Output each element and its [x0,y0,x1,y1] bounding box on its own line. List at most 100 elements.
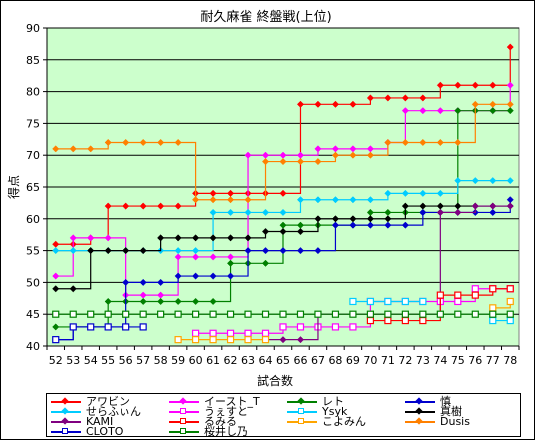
data-point [104,247,112,255]
data-point [489,177,497,185]
data-point [454,291,462,299]
data-point [52,272,60,280]
data-point [419,202,427,210]
data-point [122,278,130,286]
y-tick-label: 85 [26,54,40,67]
data-point [366,221,374,229]
data-point [69,234,77,242]
data-point [122,247,130,255]
data-point [436,189,444,197]
data-point [489,285,497,293]
data-point [454,81,462,89]
legend-label: KAMI [86,415,114,428]
data-point [244,310,252,318]
data-point [174,336,182,344]
data-point [314,158,322,166]
data-point [104,138,112,147]
legend-item: アワビン [51,396,163,408]
series-layer [52,43,514,344]
legend-marker [298,418,304,424]
data-point [191,336,200,344]
data-point [401,94,409,102]
data-point [489,100,497,108]
y-tick-label: 75 [26,117,40,130]
data-point [261,329,270,337]
data-point [139,247,147,255]
data-point [192,253,200,261]
data-point [174,247,182,255]
data-point [104,202,112,210]
data-point [349,151,357,159]
data-point [366,94,374,102]
data-point [261,227,270,236]
data-point [139,297,147,306]
x-tick-label: 75 [451,354,465,367]
data-point [69,323,77,331]
data-point [174,202,182,210]
x-tick-label: 72 [398,354,412,367]
legend-item: KAMI [51,416,163,428]
x-tick-label: 54 [84,354,98,367]
legend-marker [61,397,69,405]
data-point [139,323,147,331]
data-point [52,323,60,331]
x-tick-label: 57 [136,354,150,367]
data-point [174,272,182,280]
x-tick-label: 60 [189,354,203,367]
data-point [314,145,322,153]
data-point [401,189,409,197]
data-point [331,100,339,108]
series-line [195,288,511,334]
data-point [244,336,252,344]
data-point [401,316,409,325]
data-point [87,323,95,331]
data-point [104,323,112,331]
series-12 [52,323,147,344]
legend-label: CLOTO [86,425,124,438]
data-point [419,94,427,102]
legend-label: 慎 [440,395,451,408]
data-point [69,310,77,318]
data-point [261,310,270,318]
data-point [139,278,147,286]
legend-marker [415,397,423,405]
data-point [87,310,95,318]
y-tick-label: 40 [26,340,40,353]
x-tick-label: 55 [101,354,115,367]
data-point [471,310,479,318]
data-point [366,310,375,318]
data-point [401,202,409,210]
data-point [419,297,427,306]
data-point [226,310,235,318]
data-point [104,310,112,318]
data-point [139,202,147,210]
legend-marker [61,417,69,425]
data-point [454,297,462,306]
legend-item: るみる [169,416,281,428]
data-point [454,310,462,318]
legend-item: Ysyk [287,406,399,418]
data-point [384,215,392,223]
legend-item: 慎 [405,396,517,408]
data-point [419,208,427,216]
data-point [296,310,305,318]
data-point [261,259,270,267]
data-point [209,336,217,344]
chart-title: 耐久麻雀 終盤戦(上位) [200,9,331,25]
legend-item: レト [287,396,399,408]
data-point [349,215,357,223]
data-point [506,177,514,185]
data-point [349,310,357,318]
data-point [296,227,305,236]
legend-marker [415,417,423,425]
data-point [384,189,392,197]
series-11 [52,100,514,204]
data-point [419,138,427,147]
data-point [191,310,200,318]
x-tick-label: 74 [433,354,447,367]
data-point [209,310,217,318]
data-point [366,316,375,325]
legend-label: レト [322,395,344,408]
series-line [55,199,511,341]
data-point [226,329,235,337]
